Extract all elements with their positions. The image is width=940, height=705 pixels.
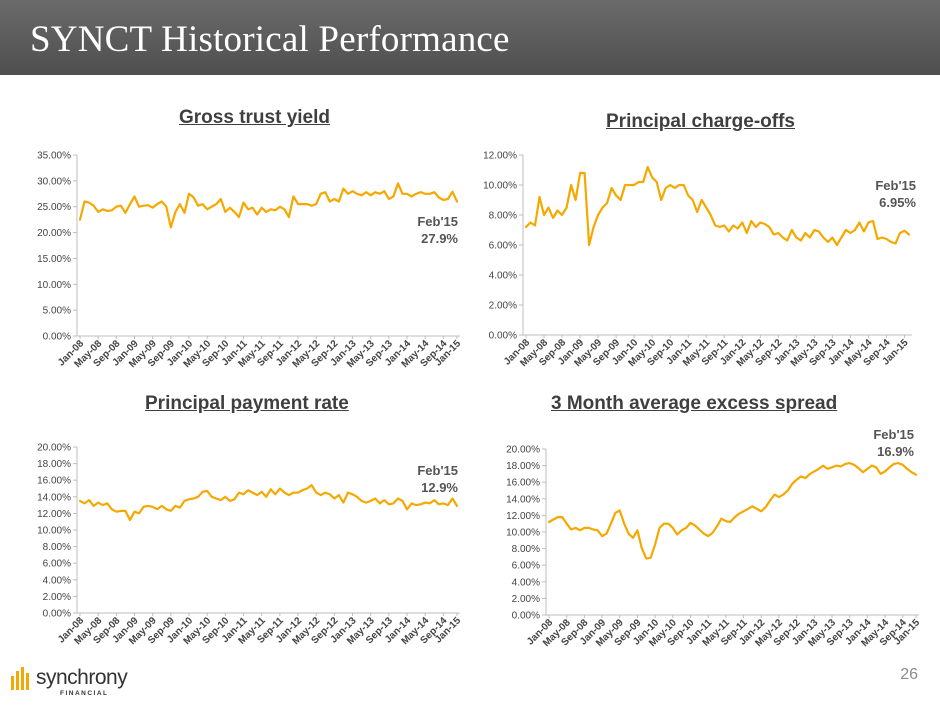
y-tick-label: 8.00% bbox=[43, 542, 71, 553]
y-tick-label: 2.00% bbox=[43, 592, 71, 603]
y-tick-label: 10.00% bbox=[483, 181, 517, 192]
y-tick-label: 6.00% bbox=[489, 241, 517, 252]
y-tick-label: 6.00% bbox=[512, 561, 540, 572]
callout-value: 27.9% bbox=[421, 231, 458, 246]
synchrony-mark-icon bbox=[11, 667, 29, 690]
callout-date: Feb'15 bbox=[873, 427, 914, 442]
y-tick-label: 8.00% bbox=[512, 544, 540, 555]
y-tick-label: 18.00% bbox=[506, 461, 540, 472]
series-line bbox=[78, 182, 459, 229]
y-tick-label: 2.00% bbox=[512, 594, 540, 605]
y-tick-label: 0.00% bbox=[43, 609, 71, 620]
callout-principal-charge-offs: Feb'15 6.95% bbox=[838, 177, 916, 211]
y-tick-label: 20.00% bbox=[506, 445, 540, 456]
y-tick-label: 4.00% bbox=[512, 577, 540, 588]
callout-date: Feb'15 bbox=[875, 178, 916, 193]
callout-principal-payment-rate: Feb'15 12.9% bbox=[380, 462, 458, 496]
y-tick-label: 2.00% bbox=[489, 301, 517, 312]
chart-title-excess-spread: 3 Month average excess spread bbox=[551, 393, 838, 414]
logo-wordmark: synchrony bbox=[36, 666, 128, 689]
y-tick-label: 8.00% bbox=[489, 211, 517, 222]
y-tick-label: 16.00% bbox=[37, 476, 71, 487]
series-line bbox=[524, 165, 911, 247]
y-tick-label: 4.00% bbox=[489, 271, 517, 282]
y-tick-label: 12.00% bbox=[506, 511, 540, 522]
synchrony-logo: synchrony FINANCIAL bbox=[10, 664, 130, 697]
y-tick-label: 4.00% bbox=[43, 575, 71, 586]
y-tick-label: 15.00% bbox=[37, 254, 71, 265]
y-tick-label: 14.00% bbox=[37, 492, 71, 503]
y-tick-label: 10.00% bbox=[37, 280, 71, 291]
chart-title-gross-trust-yield: Gross trust yield bbox=[179, 107, 330, 128]
callout-value: 16.9% bbox=[877, 444, 914, 459]
header-bar: SYNCT Historical Performance bbox=[0, 0, 940, 75]
y-tick-label: 14.00% bbox=[506, 494, 540, 505]
y-tick-label: 10.00% bbox=[37, 526, 71, 537]
page-number: 26 bbox=[900, 666, 918, 683]
y-tick-label: 6.00% bbox=[43, 559, 71, 570]
y-tick-label: 5.00% bbox=[43, 306, 71, 317]
logo-subtext: FINANCIAL bbox=[60, 690, 109, 697]
y-tick-label: 10.00% bbox=[506, 528, 540, 539]
y-tick-label: 35.00% bbox=[37, 151, 71, 162]
chart-title-principal-payment-rate: Principal payment rate bbox=[145, 393, 349, 414]
y-tick-label: 18.00% bbox=[37, 459, 71, 470]
y-tick-label: 0.00% bbox=[489, 331, 517, 342]
callout-date: Feb'15 bbox=[417, 463, 458, 478]
y-tick-label: 0.00% bbox=[512, 611, 540, 622]
y-tick-label: 20.00% bbox=[37, 228, 71, 239]
series-line bbox=[78, 484, 459, 522]
chart-title-principal-charge-offs: Principal charge-offs bbox=[606, 111, 795, 132]
slide-title: SYNCT Historical Performance bbox=[30, 19, 510, 60]
y-tick-label: 25.00% bbox=[37, 202, 71, 213]
callout-gross-trust-yield: Feb'15 27.9% bbox=[380, 213, 458, 247]
y-tick-label: 16.00% bbox=[506, 478, 540, 489]
y-tick-label: 20.00% bbox=[37, 443, 71, 454]
y-tick-label: 12.00% bbox=[483, 151, 517, 162]
callout-date: Feb'15 bbox=[417, 214, 458, 229]
y-tick-label: 0.00% bbox=[43, 332, 71, 343]
y-tick-label: 12.00% bbox=[37, 509, 71, 520]
callout-value: 12.9% bbox=[421, 480, 458, 495]
series-line bbox=[547, 462, 918, 560]
y-tick-label: 30.00% bbox=[37, 176, 71, 187]
callout-excess-spread: Feb'15 16.9% bbox=[836, 426, 914, 460]
callout-value: 6.95% bbox=[879, 195, 916, 210]
